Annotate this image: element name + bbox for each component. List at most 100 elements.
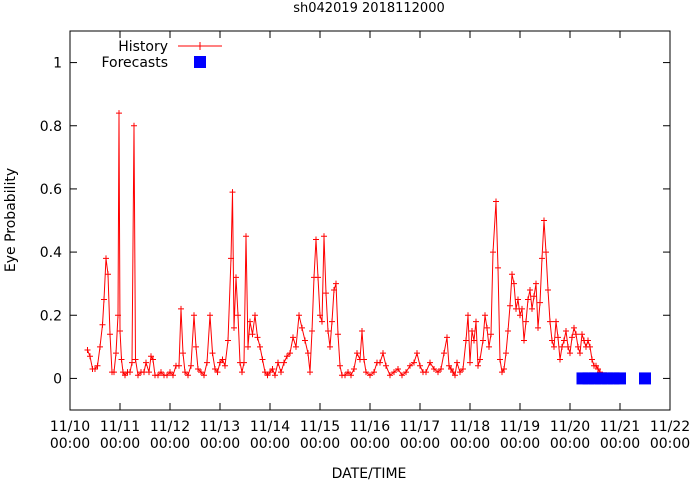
history-point [243, 233, 249, 240]
history-point [331, 286, 337, 293]
x-tick-label-time: 00:00 [500, 436, 540, 452]
history-point [333, 280, 339, 287]
history-point [185, 372, 191, 379]
history-point [383, 362, 389, 369]
history-point [319, 318, 325, 325]
legend-forecast-marker [194, 56, 206, 68]
history-point [97, 343, 103, 350]
history-point [467, 359, 473, 366]
history-point [94, 362, 101, 369]
history-point [431, 365, 437, 372]
history-point [335, 331, 341, 338]
history-point [323, 290, 329, 297]
history-point [107, 331, 113, 338]
history-point [84, 346, 91, 353]
history-point [214, 369, 221, 376]
history-point [155, 372, 161, 379]
history-point [92, 365, 98, 372]
history-point [233, 274, 239, 281]
x-tick-label-time: 00:00 [100, 436, 140, 452]
history-point [361, 356, 367, 363]
history-point [252, 312, 258, 319]
x-tick-label-time: 00:00 [50, 436, 90, 452]
history-point [575, 343, 581, 350]
history-point [241, 359, 247, 366]
history-point [337, 362, 343, 369]
history-point [281, 359, 287, 366]
history-point [501, 365, 507, 372]
x-axis-tick-labels: 11/1000:0011/1100:0011/1200:0011/1300:00… [50, 419, 690, 452]
history-point [482, 312, 488, 319]
history-point [178, 305, 184, 312]
history-point [414, 350, 420, 357]
history-point [593, 362, 599, 369]
history-point [115, 312, 121, 319]
history-point [533, 280, 539, 287]
history-point [284, 353, 290, 360]
history-point [313, 236, 319, 243]
x-tick-label-date: 11/22 [650, 419, 690, 435]
history-point [503, 350, 509, 357]
history-point [111, 369, 117, 376]
history-point [302, 337, 308, 344]
history-point [577, 350, 583, 357]
history-point [444, 334, 450, 341]
history-point [411, 359, 417, 366]
forecast-point [639, 372, 651, 385]
history-point [267, 369, 273, 376]
history-point [132, 356, 139, 363]
history-point [527, 286, 533, 293]
history-line [87, 113, 618, 379]
history-point [296, 312, 302, 319]
x-tick-label-time: 00:00 [150, 436, 190, 452]
history-point [515, 296, 521, 303]
history-point [129, 359, 135, 366]
x-tick-label-time: 00:00 [600, 436, 640, 452]
history-point [245, 343, 251, 350]
history-point [569, 334, 575, 341]
history-point [212, 365, 218, 372]
history-point [193, 343, 199, 350]
forecast-point [614, 372, 626, 385]
history-point [228, 255, 234, 262]
history-point [127, 369, 133, 376]
history-point [235, 312, 241, 319]
history-point [484, 324, 490, 331]
history-point [490, 249, 496, 256]
history-point [585, 337, 591, 344]
x-tick-label-date: 11/20 [550, 419, 590, 435]
history-point [225, 337, 231, 344]
history-point [182, 369, 188, 376]
history-point [329, 318, 335, 325]
legend-history-label: History [118, 39, 168, 55]
history-point [150, 356, 156, 363]
history-point [460, 365, 466, 372]
history-point [264, 372, 271, 379]
history-point [537, 299, 543, 306]
history-point [299, 324, 305, 331]
history-point [176, 362, 182, 369]
history-point [507, 302, 513, 309]
history-point [469, 328, 475, 335]
history-point [493, 198, 499, 205]
history-point [399, 372, 405, 379]
legend-forecast-label: Forecasts [101, 55, 168, 71]
history-point [101, 296, 107, 303]
history-point [531, 293, 537, 300]
x-tick-label-date: 11/11 [100, 419, 140, 435]
forecast-series [576, 372, 651, 385]
history-point [158, 369, 164, 376]
history-point [367, 372, 373, 379]
history-point [553, 318, 559, 325]
history-point [363, 369, 369, 376]
history-point [499, 369, 505, 376]
history-point [457, 369, 463, 376]
axis-ticks [69, 31, 671, 410]
history-point [567, 350, 573, 357]
history-point [325, 328, 331, 335]
history-point [497, 356, 503, 363]
x-tick-label-time: 00:00 [250, 436, 290, 452]
y-tick-label: 0.6 [40, 182, 62, 198]
x-tick-label-time: 00:00 [300, 436, 340, 452]
history-point [561, 337, 567, 344]
